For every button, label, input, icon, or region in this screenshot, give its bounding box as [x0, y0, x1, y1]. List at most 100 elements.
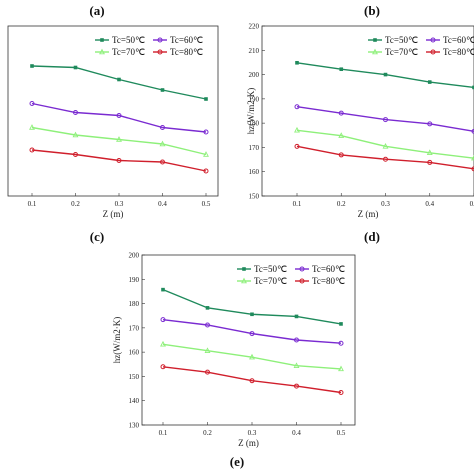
x-tick-label: 0.1 [159, 429, 168, 437]
data-point [294, 126, 300, 133]
data-point [161, 287, 165, 292]
data-point [72, 131, 79, 138]
data-point [427, 121, 433, 127]
series-line-4 [296, 145, 474, 170]
data-point [160, 125, 165, 130]
data-point [427, 159, 433, 165]
y-tick-label: 180 [249, 120, 260, 128]
data-point [73, 110, 78, 115]
legend-label: Tc=80℃ [170, 47, 203, 57]
legend-marker [299, 266, 305, 272]
y-tick-label: 170 [129, 324, 140, 332]
data-point [295, 60, 299, 65]
chart-d: 150 160 170 180 190 200 210 220 0.1 0.2 0.3 0.4 0.5 Z… [246, 23, 474, 219]
data-point [160, 364, 166, 370]
y-tick-label: 170 [249, 144, 260, 152]
y-axis-title: hz(W/m2·K) [112, 317, 122, 363]
x-tick-label: 0.4 [292, 429, 301, 437]
legend-label: Tc=60℃ [443, 35, 474, 45]
data-point [338, 152, 344, 158]
plot-frame [261, 25, 474, 197]
legend-marker [241, 277, 247, 284]
y-tick-label: 140 [129, 397, 140, 405]
data-point [29, 101, 35, 106]
series-line-4 [31, 149, 207, 172]
x-tick-label: 0.1 [28, 200, 37, 208]
data-point [30, 64, 34, 68]
chart-e: 130 140 150 160 170 180 190 200 0.1 0.2 0.3 0.4 0.5 Z… [112, 252, 356, 448]
legend-label: Tc=80℃ [443, 47, 474, 57]
data-point [338, 390, 344, 395]
panel-label-c: (c) [90, 229, 104, 244]
data-point [339, 67, 344, 72]
legend-marker [372, 48, 378, 55]
series-line-1 [162, 288, 342, 325]
panel-label-d: (d) [364, 229, 380, 244]
y-tick-label: 160 [129, 349, 140, 357]
data-point [204, 97, 208, 101]
data-point [203, 151, 209, 157]
y-tick-label: 200 [129, 252, 140, 260]
legend-marker [373, 38, 377, 42]
x-tick-label: 0.1 [293, 200, 302, 208]
legend-label: Tc=80℃ [312, 276, 345, 286]
legend-label: Tc=50℃ [254, 264, 287, 274]
y-tick-label: 190 [249, 95, 260, 103]
legend-label: Tc=50℃ [385, 35, 418, 45]
data-point [73, 152, 78, 157]
y-tick-label: 200 [249, 71, 260, 79]
data-point [294, 337, 299, 343]
data-point [294, 104, 300, 110]
legend-label: Tc=70℃ [112, 47, 145, 57]
y-tick-label: 190 [129, 276, 140, 284]
charts-group: 0.1 0.2 0.3 0.4 0.5 Z (m) Tc=50℃ Tc=60℃ Tc=70℃ Tc… [7, 23, 474, 448]
data-point [117, 77, 121, 82]
data-point [160, 340, 166, 347]
data-point [249, 331, 255, 337]
x-axis-title: Z (m) [238, 438, 259, 448]
x-tick-label: 0.5 [337, 429, 346, 437]
x-tick-label: 0.2 [203, 429, 212, 437]
series-line-3 [296, 129, 474, 159]
y-axis-title: hz(W/m2·K) [246, 88, 256, 134]
x-tick-label: 0.2 [71, 200, 80, 208]
legend-marker [157, 49, 163, 55]
x-tick-label: 0.5 [202, 200, 211, 208]
data-point [249, 353, 255, 360]
data-point [160, 88, 165, 92]
data-point [338, 110, 344, 116]
data-point [160, 159, 165, 165]
data-point [427, 80, 432, 84]
data-point [338, 365, 344, 372]
x-axis-title: Z (m) [103, 209, 124, 219]
y-tick-label: 220 [249, 23, 260, 31]
data-point [203, 129, 209, 135]
legend-label: Tc=50℃ [112, 35, 145, 45]
data-point [73, 65, 78, 70]
data-point [472, 85, 474, 90]
data-point [294, 383, 299, 389]
plot-frame [7, 25, 219, 197]
x-tick-label: 0.3 [115, 200, 124, 208]
data-point [249, 378, 255, 384]
series-line-3 [31, 126, 207, 156]
panel-label-a: (a) [89, 3, 104, 18]
legend-label: Tc=70℃ [254, 276, 287, 286]
legend-marker [157, 37, 163, 43]
data-point [383, 117, 388, 123]
data-point [471, 166, 474, 172]
y-tick-label: 160 [249, 168, 260, 176]
series-line-2 [31, 102, 207, 133]
x-axis-title: Z (m) [358, 209, 379, 219]
y-tick-label: 150 [129, 373, 140, 381]
panel-label-e: (e) [230, 454, 244, 469]
y-tick-label: 210 [249, 47, 260, 55]
data-point [339, 322, 343, 326]
data-point [471, 128, 474, 134]
legend-marker [430, 49, 436, 55]
data-point [426, 149, 433, 156]
data-point [471, 154, 474, 161]
data-point [160, 317, 166, 323]
data-point [383, 156, 388, 162]
data-point [205, 306, 210, 310]
